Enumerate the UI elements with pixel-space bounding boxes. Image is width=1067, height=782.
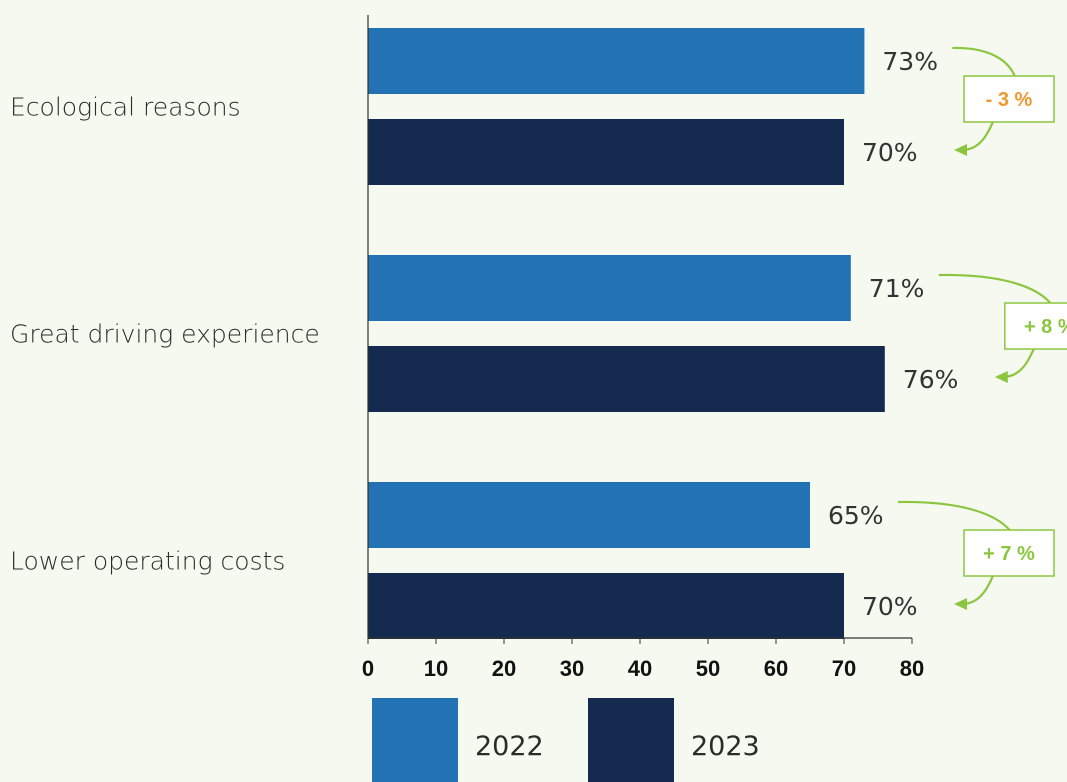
legend-swatch-2022 — [372, 698, 458, 782]
bar-2023-1 — [368, 119, 844, 185]
category-label: Great driving experience — [10, 320, 320, 349]
value-label: 65% — [828, 501, 884, 530]
x-tick-label: 10 — [424, 656, 448, 681]
x-axis: 0 10 20 30 40 50 60 70 80 — [362, 15, 924, 681]
change-label: + 8 % — [1024, 316, 1067, 338]
value-label: 73% — [882, 47, 938, 76]
arrow-head-icon — [954, 598, 967, 610]
bars-layer — [368, 28, 885, 639]
category-label: Lower operating costs — [10, 547, 285, 576]
bar-2023-2 — [368, 346, 885, 412]
bar-2022-2 — [368, 255, 851, 321]
legend-label: 2023 — [691, 731, 760, 762]
change-annotations: - 3 % + 8 % + 7 % — [897, 46, 1067, 610]
bar-2023-3 — [368, 573, 844, 639]
labels-layer: 73% 70% Ecological reasons 71% 76% Great driv… — [10, 47, 958, 621]
change-label: + 7 % — [983, 543, 1035, 565]
change-badge — [963, 75, 1055, 123]
x-tick-label: 0 — [362, 656, 374, 681]
x-tick-label: 50 — [696, 656, 720, 681]
legend-swatch-2023 — [588, 698, 674, 782]
value-label: 76% — [903, 365, 959, 394]
legend: 2022 2023 — [372, 698, 760, 782]
arrow-head-icon — [954, 144, 967, 156]
value-label: 71% — [869, 274, 925, 303]
legend-label: 2022 — [475, 731, 544, 762]
bar-2022-3 — [368, 482, 810, 548]
change-badge — [1004, 302, 1067, 350]
category-label: Ecological reasons — [10, 93, 241, 122]
x-tick-label: 80 — [900, 656, 924, 681]
bar-2022-1 — [368, 28, 865, 94]
x-tick-label: 60 — [764, 656, 788, 681]
arrow-head-icon — [994, 371, 1008, 383]
x-tick-label: 70 — [832, 656, 856, 681]
change-label: - 3 % — [986, 89, 1033, 111]
x-tick-label: 30 — [560, 656, 584, 681]
value-label: 70% — [862, 592, 918, 621]
value-label: 70% — [862, 138, 918, 167]
x-tick-label: 40 — [628, 656, 652, 681]
change-badge — [963, 529, 1055, 577]
x-tick-label: 20 — [492, 656, 516, 681]
